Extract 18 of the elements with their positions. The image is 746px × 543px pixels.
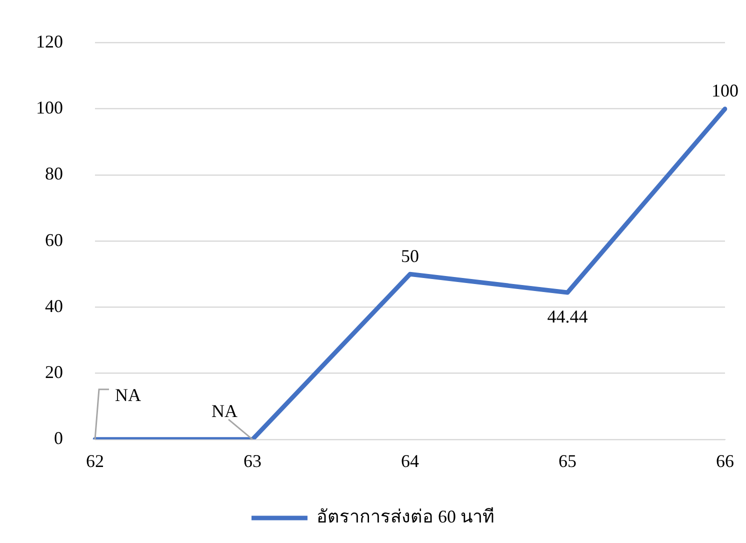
legend-label: อัตราการส่งต่อ 60 นาที xyxy=(316,506,494,527)
y-tick-label: 120 xyxy=(36,32,63,52)
x-tick-label: 62 xyxy=(86,450,104,471)
x-tick-label: 65 xyxy=(558,450,576,471)
y-tick-label: 0 xyxy=(54,428,63,448)
x-tick-label: 64 xyxy=(401,450,419,471)
y-tick-label: 60 xyxy=(45,230,63,250)
y-tick-label: 20 xyxy=(45,362,63,382)
data-label: 100 xyxy=(712,80,738,101)
y-tick-label: 80 xyxy=(45,164,63,184)
x-tick-label: 63 xyxy=(244,450,262,471)
data-label: 44.44 xyxy=(547,306,588,326)
data-label: NA xyxy=(212,401,238,422)
x-tick-label: 66 xyxy=(716,450,734,471)
data-label: NA xyxy=(115,385,141,406)
y-tick-label: 100 xyxy=(36,98,63,118)
y-tick-label: 40 xyxy=(45,296,63,316)
data-label: 50 xyxy=(401,246,419,266)
